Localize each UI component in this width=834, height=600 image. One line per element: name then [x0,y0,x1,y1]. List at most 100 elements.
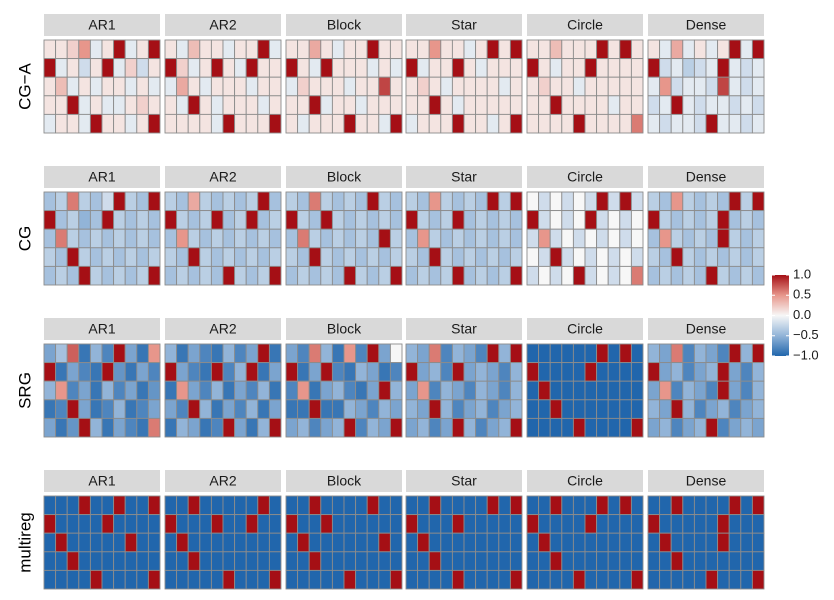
heatmap-cell-0-4-4-7 [607,113,621,134]
heatmap-cell-2-3-3-8 [498,399,511,419]
heatmap-cell-1-2-4-9 [389,265,403,286]
heatmap-cell-3-5-1-8 [740,514,753,534]
heatmap-cell-1-0-0-8 [136,191,149,212]
heatmap-cell-0-0-4-0 [43,113,57,134]
heatmap-cell-2-5-4-5 [705,417,719,438]
heatmap-cell-0-2-0-6 [355,39,368,60]
heatmap-cell-3-0-3-1 [55,551,68,571]
heatmap-cell-3-2-2-8 [378,532,391,553]
heatmap-cell-2-1-4-5 [222,417,236,438]
facet-strip-0-3 [406,14,522,36]
heatmap-cell-2-3-4-6 [475,417,488,438]
heatmap-cell-1-4-4-0 [526,265,540,286]
heatmap-cell-3-2-4-1 [297,569,310,590]
heatmap-cell-0-3-1-0 [405,58,419,78]
facet-strip-label-2-3: Star [451,321,477,337]
heatmap-cell-0-0-2-1 [55,76,68,97]
heatmap-cell-2-1-0-6 [234,343,247,364]
legend-tick-label-0: 1.0 [793,266,811,281]
heatmap-cell-1-3-0-0 [405,191,419,212]
heatmap-cell-1-2-4-5 [343,265,357,286]
heatmap-cell-2-5-0-3 [682,343,695,364]
heatmap-cell-2-5-4-2 [670,417,684,438]
heatmap-cell-1-1-3-0 [164,247,178,267]
heatmap-cell-3-0-1-3 [78,514,91,534]
heatmap-cell-0-3-3-4 [451,95,465,115]
heatmap-cell-2-1-3-0 [164,399,178,419]
heatmap-cell-3-5-1-9 [751,514,765,534]
heatmap-cell-1-4-1-2 [549,210,563,230]
heatmap-cell-3-3-3-8 [498,551,511,571]
heatmap-cell-3-5-0-7 [728,495,742,516]
heatmap-cell-3-2-0-9 [389,495,403,516]
heatmap-cell-3-5-3-1 [659,551,672,571]
heatmap-cell-0-0-3-4 [89,95,103,115]
heatmap-cell-1-5-0-1 [659,191,672,212]
heatmap-cell-2-4-4-7 [607,417,621,438]
heatmap-cell-0-2-2-5 [343,76,357,97]
heatmap-cell-0-4-4-4 [572,113,586,134]
heatmap-cell-3-2-2-4 [331,532,345,553]
heatmap-cell-0-1-3-2 [187,95,201,115]
heatmap-cell-0-0-0-6 [113,39,126,60]
heatmap-cell-3-3-2-0 [405,532,419,553]
heatmap-cell-0-3-1-2 [428,58,442,78]
heatmap-cell-2-3-3-9 [509,399,523,419]
heatmap-cell-3-0-2-5 [101,532,115,553]
heatmap-cell-2-3-4-3 [440,417,453,438]
heatmap-cell-0-0-0-9 [147,39,161,60]
heatmap-cell-2-1-3-1 [176,399,189,419]
heatmap-cell-2-1-2-1 [176,380,189,401]
heatmap-cell-3-0-4-3 [78,569,91,590]
heatmap-cell-3-3-2-2 [428,532,442,553]
heatmap-cell-0-1-3-8 [257,95,270,115]
heatmap-cell-1-4-4-8 [619,265,632,286]
heatmap-cell-1-0-1-6 [113,210,126,230]
facet-strip-1-1 [165,166,281,188]
heatmap-cell-3-2-2-5 [343,532,357,553]
heatmap-cell-0-1-4-4 [210,113,224,134]
heatmap-cell-1-1-2-8 [257,228,270,249]
row-label-1: CG [15,226,34,252]
heatmap-cell-3-1-3-2 [187,551,201,571]
heatmap-cell-2-5-1-4 [693,362,707,382]
heatmap-cell-0-1-4-7 [245,113,259,134]
heatmap-cell-1-2-3-6 [355,247,368,267]
facet-strip-label-2-5: Dense [686,321,727,337]
heatmap-cell-3-3-0-6 [475,495,488,516]
heatmap-cell-1-3-4-0 [405,265,419,286]
heatmap-cell-3-5-1-7 [728,514,742,534]
heatmap-cell-2-4-4-3 [561,417,574,438]
heatmap-cell-2-5-3-0 [647,399,661,419]
heatmap-cell-1-1-2-6 [234,228,247,249]
heatmap-cell-1-1-1-6 [234,210,247,230]
heatmap-cell-0-4-3-3 [561,95,574,115]
heatmap-cell-3-5-1-4 [693,514,707,534]
heatmap-cell-2-0-4-5 [101,417,115,438]
heatmap-cell-1-0-2-4 [89,228,103,249]
heatmap-cell-3-4-4-7 [607,569,621,590]
heatmap-cell-2-0-4-3 [78,417,91,438]
heatmap-cell-3-3-3-5 [463,551,477,571]
facet-strip-label-3-3: Star [451,473,477,489]
heatmap-cell-1-5-4-2 [670,265,684,286]
facet-strip-label-1-1: AR2 [209,169,236,185]
heatmap-cell-2-4-0-1 [538,343,551,364]
heatmap-cell-2-4-2-5 [584,380,598,401]
legend-tick-label-3: −0.5 [793,327,819,342]
heatmap-cell-0-5-0-6 [717,39,730,60]
heatmap-cell-2-3-0-1 [417,343,430,364]
heatmap-cell-1-0-3-0 [43,247,57,267]
heatmap-cell-1-5-4-3 [682,265,695,286]
heatmap-cell-3-1-2-4 [210,532,224,553]
heatmap-cell-0-1-3-1 [176,95,189,115]
heatmap-cell-1-2-4-1 [297,265,310,286]
heatmap-cell-3-2-4-4 [331,569,345,590]
heatmap-cell-0-2-4-9 [389,113,403,134]
heatmap-cell-1-5-3-7 [728,247,742,267]
heatmap-cell-1-4-1-6 [596,210,609,230]
heatmap-cell-2-3-3-6 [475,399,488,419]
heatmap-cell-1-5-4-8 [740,265,753,286]
heatmap-cell-1-4-3-3 [561,247,574,267]
